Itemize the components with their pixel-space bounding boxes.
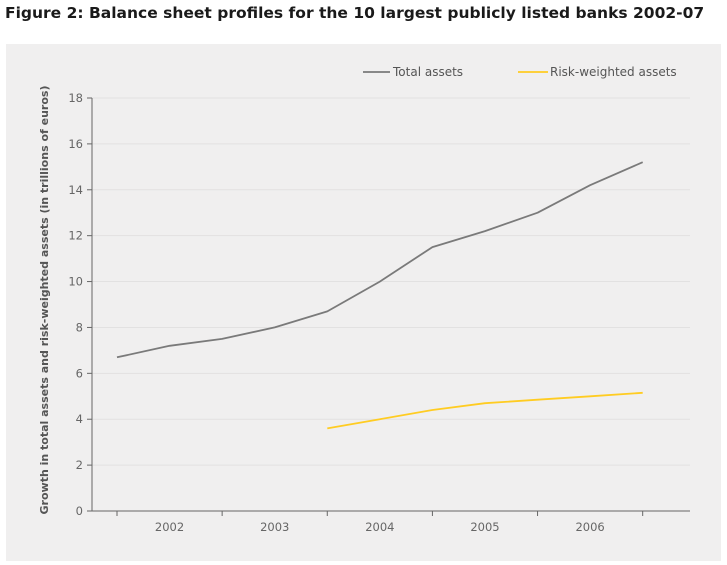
x-tick-label-2003: 2003 (260, 520, 289, 534)
y-tick-label-14: 14 (68, 183, 83, 197)
y-tick-label-2: 2 (76, 458, 83, 472)
x-axis-ticks: 2002 2003 2004 2005 2006 (116, 511, 644, 534)
figure-title: Figure 2: Balance sheet profiles for the… (5, 4, 705, 22)
axes (91, 98, 690, 512)
legend-label-total-assets: Total assets (392, 65, 463, 79)
series-line-risk-weighted-assets (327, 391, 643, 430)
y-tick-label-10: 10 (68, 275, 83, 289)
x-tick-label-2006: 2006 (575, 520, 604, 534)
x-tick-label-2004: 2004 (365, 520, 394, 534)
legend: Total assets Risk-weighted assets (363, 65, 677, 79)
x-tick-label-2005: 2005 (470, 520, 499, 534)
y-tick-label-8: 8 (76, 320, 83, 334)
y-tick-label-18: 18 (68, 91, 83, 105)
y-tick-label-12: 12 (68, 229, 83, 243)
x-tick-label-2002: 2002 (155, 520, 184, 534)
y-tick-label-4: 4 (76, 412, 83, 426)
y-tick-label-16: 16 (68, 137, 83, 151)
y-tick-label-6: 6 (76, 366, 83, 380)
y-axis-title: Growth in total assets and risk-weighted… (38, 86, 51, 515)
series-line-total-assets (116, 161, 644, 359)
legend-label-risk-weighted-assets: Risk-weighted assets (550, 65, 677, 79)
chart-panel (6, 44, 721, 561)
y-tick-label-0: 0 (76, 504, 83, 518)
gridlines (92, 97, 690, 466)
y-axis-ticks: 0 2 4 6 8 10 12 14 16 18 (68, 91, 92, 518)
series-lines (116, 161, 644, 430)
